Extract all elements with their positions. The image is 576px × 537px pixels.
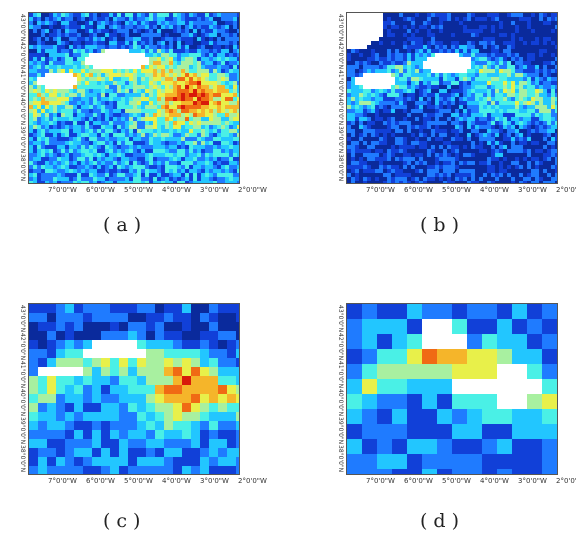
x-tick-label: 2°0'0"W	[238, 477, 267, 485]
map-raster-b	[347, 13, 557, 183]
caption-a: (a)	[103, 214, 148, 236]
y-tick-label: 38°0'0"N	[19, 154, 26, 182]
y-tick-label: 38°0'0"N	[337, 445, 344, 473]
y-tick-label: 41°0'0"N	[337, 70, 344, 98]
x-tick-label: 5°0'0"W	[124, 477, 153, 485]
y-tick-label: 40°0'0"N	[19, 389, 26, 417]
x-tick-label: 4°0'0"W	[480, 186, 509, 194]
map-image-a	[28, 12, 240, 184]
x-tick-label: 5°0'0"W	[442, 477, 471, 485]
x-tick-label: 6°0'0"W	[404, 477, 433, 485]
caption-c: (c)	[103, 510, 147, 532]
x-tick-label: 5°0'0"W	[442, 186, 471, 194]
x-tick-label: 7°0'0"W	[366, 477, 395, 485]
x-tick-label: 3°0'0"W	[518, 477, 547, 485]
y-tick-label: 42°0'0"N	[337, 333, 344, 361]
x-tick-label: 6°0'0"W	[404, 186, 433, 194]
x-tick-label: 4°0'0"W	[162, 477, 191, 485]
y-tick-label: 40°0'0"N	[337, 98, 344, 126]
y-tick-label: 39°0'0"N	[19, 126, 26, 154]
y-tick-label: 43°0'0"N	[337, 305, 344, 333]
x-tick-label: 6°0'0"W	[86, 477, 115, 485]
y-tick-label: 43°0'0"N	[19, 14, 26, 42]
map-image-d	[346, 303, 558, 475]
x-tick-label: 5°0'0"W	[124, 186, 153, 194]
y-tick-label: 40°0'0"N	[337, 389, 344, 417]
y-tick-label: 43°0'0"N	[19, 305, 26, 333]
x-tick-label: 2°0'0"W	[556, 186, 576, 194]
y-tick-label: 38°0'0"N	[19, 445, 26, 473]
x-tick-label: 2°0'0"W	[556, 477, 576, 485]
x-tick-label: 4°0'0"W	[480, 477, 509, 485]
x-tick-label: 3°0'0"W	[200, 186, 229, 194]
x-tick-label: 7°0'0"W	[48, 186, 77, 194]
y-tick-label: 42°0'0"N	[19, 333, 26, 361]
y-tick-label: 43°0'0"N	[337, 14, 344, 42]
map-image-b	[346, 12, 558, 184]
y-tick-label: 41°0'0"N	[337, 361, 344, 389]
y-tick-label: 40°0'0"N	[19, 98, 26, 126]
x-tick-label: 7°0'0"W	[48, 477, 77, 485]
map-raster-d	[347, 304, 557, 474]
x-tick-label: 3°0'0"W	[200, 477, 229, 485]
x-tick-label: 6°0'0"W	[86, 186, 115, 194]
y-tick-label: 39°0'0"N	[337, 417, 344, 445]
y-tick-label: 39°0'0"N	[337, 126, 344, 154]
map-raster-a	[29, 13, 239, 183]
x-tick-label: 3°0'0"W	[518, 186, 547, 194]
y-tick-label: 42°0'0"N	[19, 42, 26, 70]
y-tick-label: 42°0'0"N	[337, 42, 344, 70]
x-tick-label: 4°0'0"W	[162, 186, 191, 194]
caption-d: (d)	[420, 510, 465, 532]
x-tick-label: 7°0'0"W	[366, 186, 395, 194]
map-image-c	[28, 303, 240, 475]
x-tick-label: 2°0'0"W	[238, 186, 267, 194]
caption-b: (b)	[420, 214, 465, 236]
y-tick-label: 41°0'0"N	[19, 361, 26, 389]
y-tick-label: 38°0'0"N	[337, 154, 344, 182]
map-raster-c	[29, 304, 239, 474]
y-tick-label: 41°0'0"N	[19, 70, 26, 98]
y-tick-label: 39°0'0"N	[19, 417, 26, 445]
